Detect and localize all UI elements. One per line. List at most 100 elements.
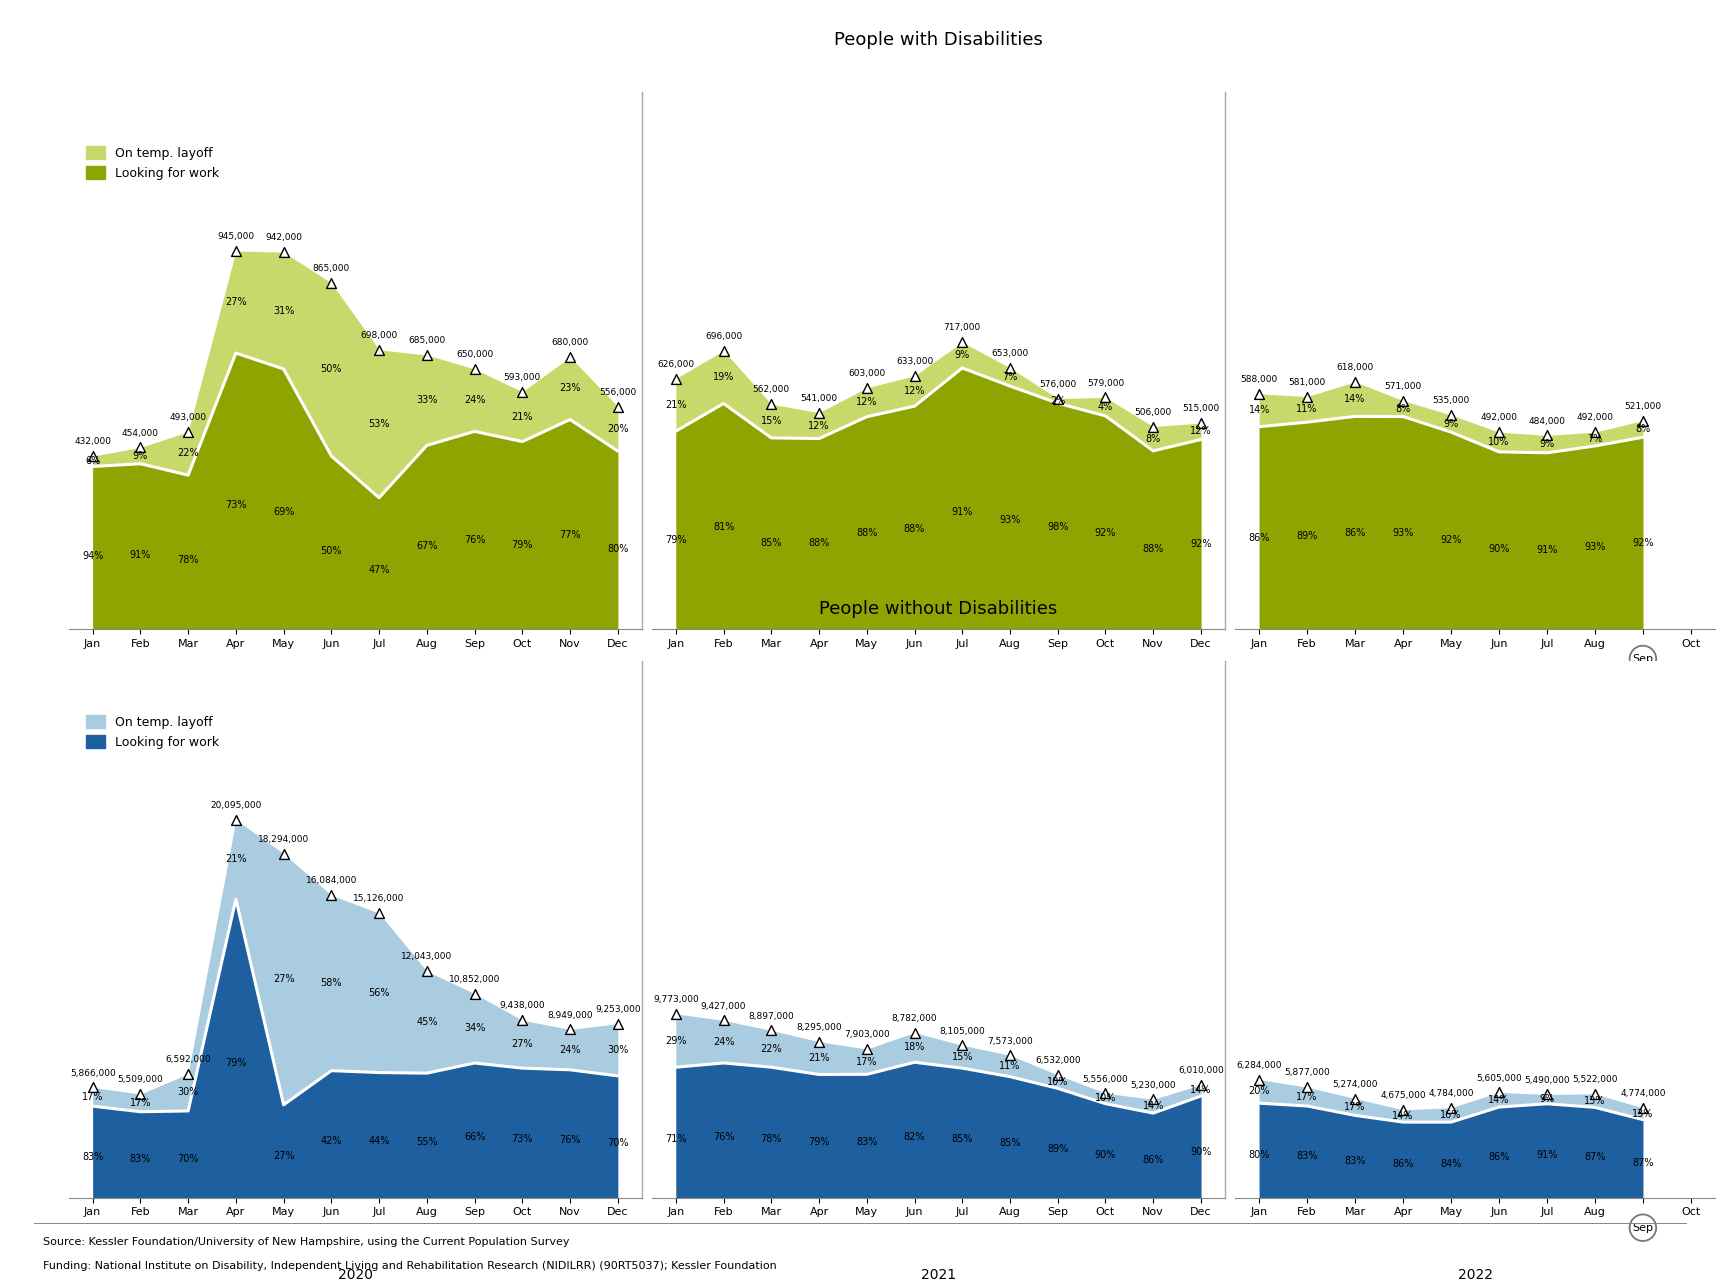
Text: 17%: 17%	[1345, 1102, 1366, 1112]
Point	[413, 345, 440, 365]
Point	[710, 341, 738, 361]
Text: Source: Kessler Foundation/University of New Hampshire, using the Current Popula: Source: Kessler Foundation/University of…	[43, 1237, 569, 1248]
Text: 92%: 92%	[1190, 539, 1211, 548]
Text: 8,295,000: 8,295,000	[796, 1024, 841, 1032]
Point	[1139, 1089, 1166, 1109]
Point	[662, 369, 690, 389]
Text: 9%: 9%	[1539, 439, 1555, 450]
Text: 6,284,000: 6,284,000	[1237, 1061, 1281, 1070]
Point	[174, 1063, 201, 1084]
Text: 653,000: 653,000	[991, 348, 1029, 359]
Text: 78%: 78%	[177, 555, 200, 565]
Point	[1245, 383, 1273, 404]
Text: 89%: 89%	[1297, 530, 1318, 541]
Text: 91%: 91%	[1536, 544, 1558, 555]
Text: 76%: 76%	[559, 1135, 581, 1145]
Point	[556, 1020, 583, 1040]
Text: 86%: 86%	[1393, 1159, 1414, 1168]
Point	[461, 359, 488, 379]
Point	[805, 1031, 832, 1052]
Text: 20%: 20%	[607, 424, 628, 434]
Text: 50%: 50%	[320, 365, 342, 374]
Text: 79%: 79%	[511, 539, 533, 550]
Text: 4,784,000: 4,784,000	[1428, 1089, 1474, 1098]
Text: 85%: 85%	[760, 538, 783, 548]
Point	[1438, 405, 1465, 425]
Text: 571,000: 571,000	[1385, 382, 1422, 391]
Text: 865,000: 865,000	[313, 264, 349, 273]
Text: 506,000: 506,000	[1135, 407, 1171, 416]
Text: 15%: 15%	[760, 416, 783, 427]
Point	[710, 1011, 738, 1031]
Text: Funding: National Institute on Disability, Independent Living and Rehabilitation: Funding: National Institute on Disabilit…	[43, 1262, 777, 1271]
Text: Sep: Sep	[1632, 1223, 1653, 1232]
Text: 56%: 56%	[368, 988, 390, 998]
Text: 17%: 17%	[83, 1091, 103, 1102]
Text: 76%: 76%	[464, 535, 485, 544]
Text: 21%: 21%	[511, 411, 533, 421]
Point	[1044, 1065, 1072, 1085]
Text: 22%: 22%	[177, 448, 200, 459]
Text: 8,897,000: 8,897,000	[748, 1012, 795, 1021]
Text: 93%: 93%	[1393, 528, 1414, 538]
Text: 5,509,000: 5,509,000	[117, 1075, 163, 1085]
Text: 14%: 14%	[1142, 1102, 1164, 1111]
Text: 24%: 24%	[559, 1044, 581, 1054]
Text: 9,438,000: 9,438,000	[499, 1002, 545, 1011]
Text: 603,000: 603,000	[848, 369, 886, 378]
Text: 69%: 69%	[273, 507, 294, 518]
Point	[853, 1039, 881, 1059]
Text: 31%: 31%	[273, 306, 294, 315]
Point	[1533, 1084, 1560, 1104]
Text: 83%: 83%	[129, 1154, 151, 1164]
Text: 13%: 13%	[1584, 1095, 1605, 1106]
Point	[757, 1020, 784, 1040]
Text: 29%: 29%	[666, 1035, 686, 1045]
Point	[1390, 1099, 1417, 1120]
Text: 14%: 14%	[1488, 1095, 1510, 1104]
Text: 87%: 87%	[1632, 1158, 1653, 1167]
Text: 9%: 9%	[955, 350, 970, 360]
Text: 88%: 88%	[903, 524, 925, 534]
Text: 53%: 53%	[368, 419, 390, 429]
Text: 515,000: 515,000	[1182, 405, 1219, 414]
Text: 21%: 21%	[666, 400, 686, 410]
Text: 7,903,000: 7,903,000	[845, 1030, 889, 1039]
Text: 83%: 83%	[1345, 1155, 1366, 1166]
Text: 8,782,000: 8,782,000	[891, 1013, 937, 1022]
Text: 17%: 17%	[1297, 1091, 1318, 1102]
Text: Sep: Sep	[1632, 655, 1653, 664]
Text: 6,010,000: 6,010,000	[1178, 1066, 1225, 1075]
Text: 14%: 14%	[1190, 1085, 1211, 1095]
Text: 4,774,000: 4,774,000	[1620, 1089, 1665, 1098]
Text: 58%: 58%	[320, 977, 342, 988]
Text: 633,000: 633,000	[896, 357, 934, 366]
Text: 15,126,000: 15,126,000	[353, 894, 404, 903]
Text: 66%: 66%	[464, 1132, 485, 1143]
Text: 493,000: 493,000	[170, 412, 206, 421]
Text: ⛹⛹: ⛹⛹	[1684, 26, 1708, 45]
Text: 10%: 10%	[1488, 437, 1510, 447]
Text: 2020: 2020	[337, 1267, 373, 1281]
Text: 685,000: 685,000	[408, 336, 445, 346]
Text: 579,000: 579,000	[1087, 379, 1125, 388]
Text: 18,294,000: 18,294,000	[258, 835, 310, 844]
Text: 21%: 21%	[225, 854, 246, 865]
Text: 93%: 93%	[999, 515, 1020, 525]
Text: 650,000: 650,000	[456, 350, 494, 359]
Text: 588,000: 588,000	[1240, 375, 1278, 384]
Point	[996, 1045, 1023, 1066]
Text: 50%: 50%	[320, 546, 342, 556]
Text: 79%: 79%	[808, 1138, 829, 1148]
Text: 484,000: 484,000	[1529, 416, 1565, 425]
Text: 945,000: 945,000	[217, 232, 255, 241]
Text: 9%: 9%	[1443, 419, 1459, 429]
Text: 88%: 88%	[808, 538, 829, 548]
Text: 7%: 7%	[1003, 371, 1018, 382]
Text: 89%: 89%	[1047, 1144, 1068, 1153]
Text: 91%: 91%	[129, 550, 151, 560]
Text: 11%: 11%	[1297, 405, 1318, 414]
Text: 80%: 80%	[607, 544, 628, 553]
Text: 27%: 27%	[511, 1039, 533, 1049]
Point	[318, 885, 346, 906]
